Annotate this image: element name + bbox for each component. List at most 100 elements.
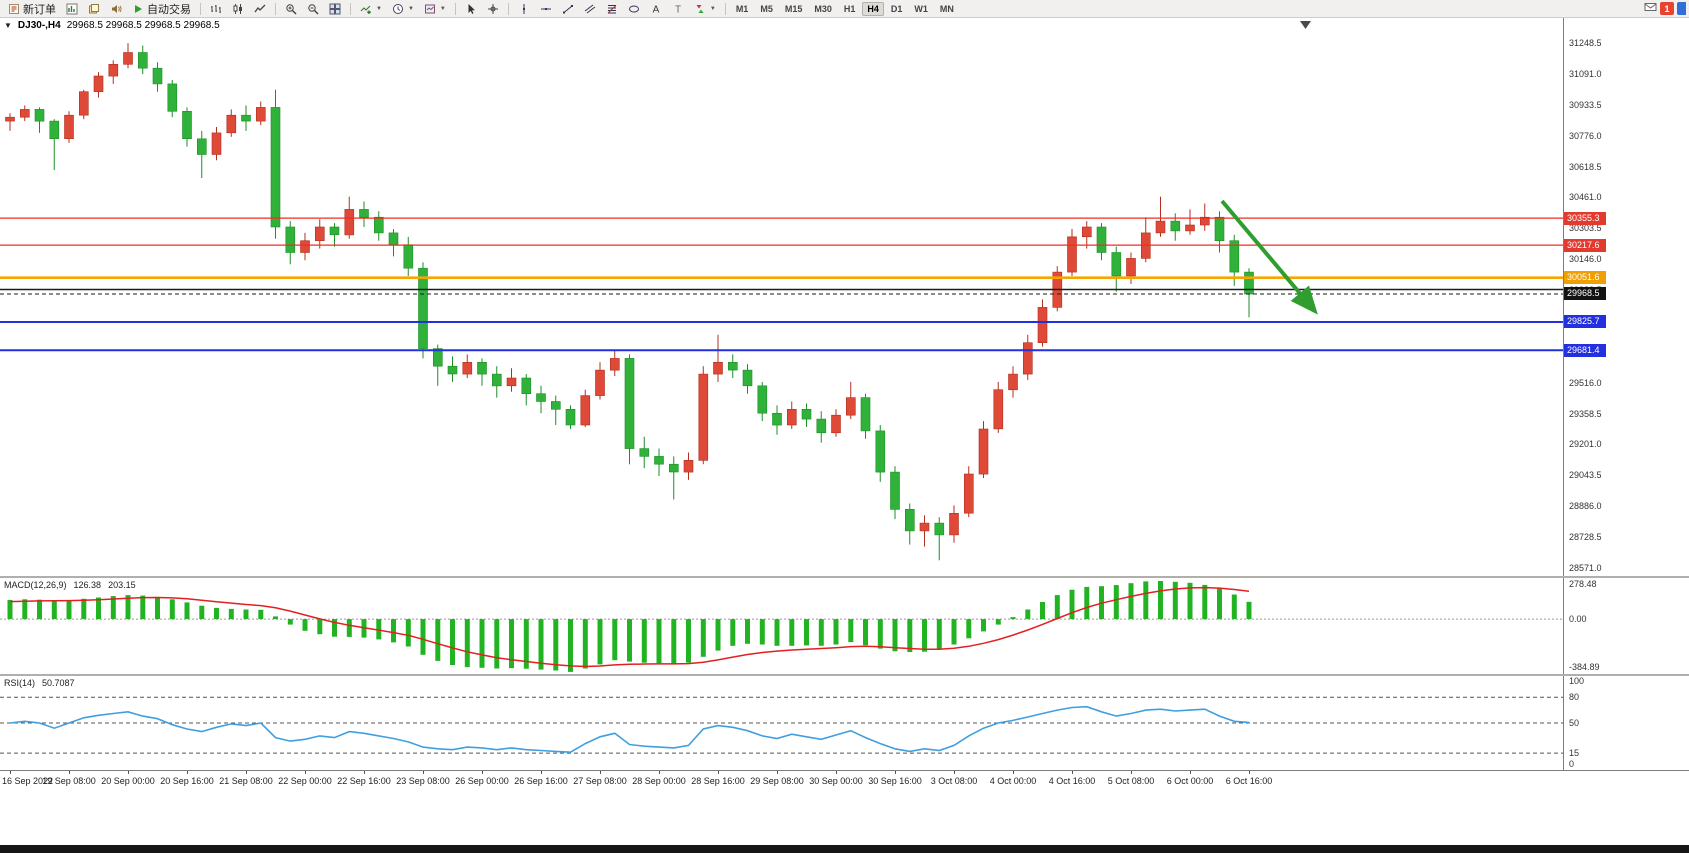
mail-icon[interactable] [1644,1,1657,16]
macd-bar [1113,585,1119,620]
time-axis-tick [128,771,129,774]
timeframe-button-m5[interactable]: M5 [760,3,773,14]
autotrade-label: 自动交易 [147,3,191,16]
new-chart-button[interactable] [62,1,82,17]
templates-button[interactable]: ▼ [420,1,450,17]
macd-bar [730,619,736,646]
autotrade-button[interactable]: 自动交易 [128,1,195,17]
timeframe-button-h4[interactable]: H4 [862,1,884,16]
timeframe-button-w1[interactable]: W1 [914,3,928,14]
indicators-button[interactable]: ▼ [356,1,386,17]
bar-chart-mode-button[interactable] [206,1,226,17]
time-axis-tick [777,771,778,774]
time-axis-label: 28 Sep 00:00 [632,776,686,786]
one-click-trading-toggle-icon[interactable]: ▼ [4,21,12,30]
macd-label: MACD(12,26,9) 126.38 203.15 [4,580,136,590]
template-icon [424,3,436,15]
time-axis-tick [1013,771,1014,774]
rsi-axis-label: 100 [1569,676,1585,686]
channel-tool-button[interactable] [580,1,600,17]
macd-bar [804,619,809,646]
vline-tool-button[interactable] [514,1,534,17]
macd-bar [759,619,765,645]
macd-bar [877,619,883,649]
macd-bar [568,619,573,672]
trend-arrow[interactable] [1220,199,1318,315]
timeframe-button-m1[interactable]: M1 [735,3,749,14]
macd-bar [405,619,411,647]
fibonacci-tool-button[interactable] [602,1,622,17]
cursor-icon [465,3,477,15]
text-tool-button[interactable]: A [646,1,666,17]
price-axis-label: 29043.5 [1569,470,1602,480]
candle [698,366,709,465]
macd-bar [509,619,514,669]
profiles-button[interactable] [84,1,104,17]
zoom-in-button[interactable] [281,1,301,17]
time-axis-label: 3 Oct 08:00 [930,776,978,786]
notification-badge[interactable]: 1 [1660,2,1674,15]
rsi-plot[interactable]: RSI(14) 50.7087 [0,676,1563,770]
candle [757,381,768,422]
chevron-down-icon: ▼ [709,5,716,12]
candle [270,89,281,239]
hline-tool-button[interactable] [536,1,556,17]
time-axis-tick [659,771,660,774]
alerts-button[interactable] [106,1,126,17]
candle [182,107,192,147]
shapes-tool-button[interactable] [624,1,644,17]
candle [565,405,576,429]
price-tag: 29681.4 [1564,344,1606,357]
macd-plot[interactable]: MACD(12,26,9) 126.38 203.15 [0,578,1563,674]
zoom-out-button[interactable] [303,1,323,17]
new-order-button[interactable]: 新订单 [4,1,60,17]
candle [550,395,561,425]
cursor-tool-button[interactable] [461,1,481,17]
candle [1126,252,1136,284]
macd-bar [612,619,618,661]
macd-bar [376,619,382,640]
candle [890,466,900,520]
toolbar-separator [724,2,726,15]
candle [241,105,251,131]
candle [668,456,679,500]
label-tool-button[interactable]: T [668,1,688,17]
macd-axis[interactable]: 278.48 0.00 -384.89 [1563,578,1689,674]
timeframe-button-m30[interactable]: M30 [814,3,832,14]
crosshair-tool-button[interactable] [483,1,503,17]
timeframe-button-h1[interactable]: H1 [843,3,856,14]
rsi-axis[interactable]: 100 80 50 15 0 [1563,676,1689,770]
tile-windows-button[interactable] [325,1,345,17]
macd-bar [96,597,101,620]
macd-bar [66,600,72,620]
time-axis-tick [246,771,247,774]
time-axis-label: 29 Sep 08:00 [750,776,804,786]
macd-bar [582,619,588,669]
macd-bar [494,619,500,669]
macd-bar [936,619,942,650]
corner-icon[interactable] [1677,2,1686,15]
trendline-tool-button[interactable] [558,1,578,17]
price-axis[interactable]: 31248.5 31091.0 30933.5 30776.0 30618.5 30461… [1563,18,1689,576]
macd-bar [922,619,927,652]
arrows-tool-button[interactable]: ▼ [690,1,720,17]
crosshair-icon [487,3,499,15]
candlestick-plot[interactable]: ▼ DJ30-,H4 29968.5 29968.5 29968.5 29968… [0,18,1563,576]
candle-chart-mode-button[interactable] [228,1,248,17]
macd-bar [745,619,750,644]
candle [226,109,237,137]
timeframe-button-m15[interactable]: M15 [784,3,803,14]
time-axis-tick [836,771,837,774]
price-axis-label: 30933.5 [1569,100,1602,110]
chart-shift-marker[interactable] [1300,21,1311,29]
candle [1244,268,1254,318]
macd-bar [1040,602,1045,620]
line-chart-mode-button[interactable] [250,1,270,17]
timeframe-button-d1[interactable]: D1 [890,3,903,14]
candle [300,232,310,261]
price-tag: 29825.7 [1564,315,1606,328]
time-axis[interactable]: 16 Sep 2022 19 Sep 08:00 20 Sep 00:00 20 Se… [0,770,1689,793]
macd-bar [332,619,337,637]
timeframe-button-mn[interactable]: MN [939,3,954,14]
periods-button[interactable]: ▼ [388,1,418,17]
